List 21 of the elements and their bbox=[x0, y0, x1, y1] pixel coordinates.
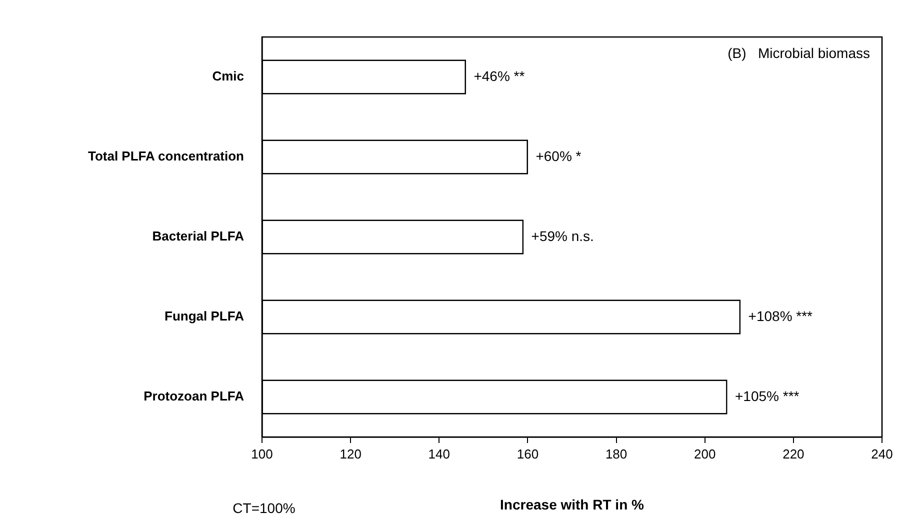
x-tick-label: 240 bbox=[871, 446, 893, 462]
annotation: (B) Microbial biomass bbox=[728, 44, 870, 61]
data-label: +59% n.s. bbox=[531, 228, 594, 244]
x-tick-label: 220 bbox=[782, 446, 804, 462]
y-tick-label: Bacterial PLFA bbox=[152, 228, 245, 244]
y-tick-label: Protozoan PLFA bbox=[144, 388, 245, 404]
x-tick-label: 100 bbox=[251, 446, 273, 462]
text: CT=100% bbox=[232, 500, 296, 516]
data-label: +105% *** bbox=[735, 388, 800, 404]
x-tick-label: 120 bbox=[340, 446, 362, 462]
x-tick-label: 140 bbox=[428, 446, 450, 462]
data-label: +46% ** bbox=[474, 68, 526, 84]
x-axis-title: Increase with RT in % bbox=[500, 496, 645, 512]
data-label: +108% *** bbox=[748, 308, 814, 324]
y-tick-label: Fungal PLFA bbox=[164, 308, 245, 324]
x-tick-label: 180 bbox=[605, 446, 628, 462]
y-tick-label: Cmic bbox=[212, 68, 244, 84]
y-tick-label: Total PLFA concentration bbox=[88, 148, 244, 164]
x-tick-label: 200 bbox=[694, 446, 716, 462]
x-tick-label: 160 bbox=[516, 446, 539, 462]
data-label: +60% * bbox=[536, 148, 582, 164]
